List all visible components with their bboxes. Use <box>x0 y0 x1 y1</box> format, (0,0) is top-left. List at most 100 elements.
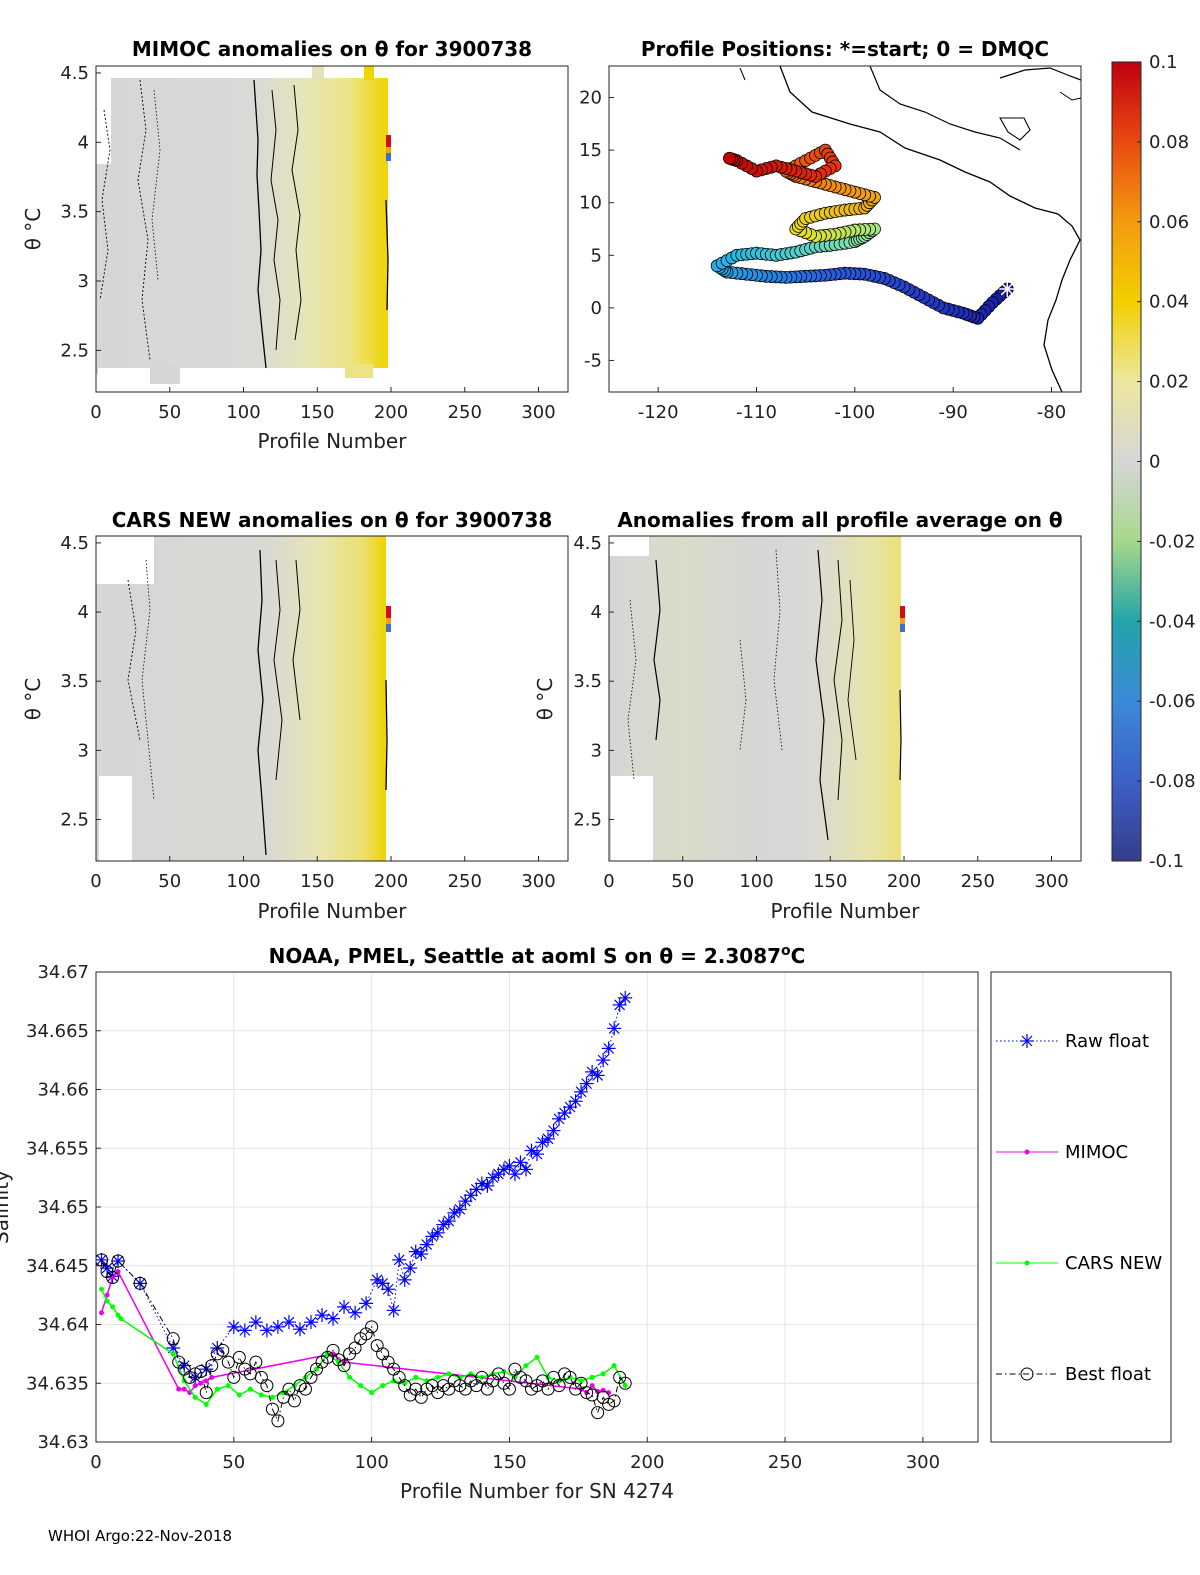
best-float-point <box>106 1271 120 1284</box>
legend-label: Raw float <box>1065 1031 1149 1052</box>
cars-y-ticks: 2.5 3 3.5 4 4.5 <box>60 533 101 831</box>
x-tick-label: 0 <box>90 871 101 892</box>
mimoc-ylabel: θ °C <box>21 208 45 251</box>
best-float-point <box>563 1370 577 1384</box>
y-tick-label: 34.635 <box>26 1373 89 1394</box>
allavg-title: Anomalies from all profile average on θ <box>617 508 1062 532</box>
x-tick-label: 50 <box>158 871 181 892</box>
y-tick-label: 34.66 <box>37 1080 89 1101</box>
positions-panel: Profile Positions: *=start; 0 = DMQC -12… <box>579 37 1082 423</box>
x-tick-label: 0 <box>90 1452 101 1473</box>
legend-star-icon <box>1020 1034 1034 1048</box>
coastline <box>739 66 1081 392</box>
raw-float-point <box>474 1176 489 1191</box>
salinity-xlabel: Profile Number for SN 4274 <box>400 1479 674 1503</box>
raw-float-point <box>226 1319 241 1334</box>
series-point <box>589 1383 595 1389</box>
x-tick-label: 300 <box>906 1452 940 1473</box>
x-tick-label: 100 <box>226 402 260 423</box>
best-float-point <box>188 1367 202 1381</box>
y-tick-label: 4 <box>78 132 89 153</box>
mimoc-y-ticks: 2.5 3 3.5 4 4.5 <box>60 63 101 361</box>
y-tick-label: 20 <box>579 88 602 109</box>
colorbar-tick-label: 0.08 <box>1149 132 1189 153</box>
salinity-y-ticks: 34.63 34.635 34.64 34.645 34.65 34.655 34.66 34… <box>26 962 101 1453</box>
best-float-point <box>618 1376 632 1390</box>
positions-title: Profile Positions: *=start; 0 = DMQC <box>641 37 1049 61</box>
x-tick-label: 200 <box>630 1452 664 1473</box>
raw-float-point <box>502 1158 517 1173</box>
x-tick-label: 100 <box>226 871 260 892</box>
salinity-title: NOAA, PMEL, Seattle at aoml S on θ = 2.3… <box>269 943 806 968</box>
y-tick-label: 34.665 <box>26 1021 89 1042</box>
y-tick-label: 34.655 <box>26 1138 89 1159</box>
raw-float-point <box>281 1315 296 1330</box>
series-point <box>104 1298 110 1304</box>
series-point <box>606 1390 612 1396</box>
x-tick-label: 0 <box>90 402 101 423</box>
raw-float-point <box>381 1282 396 1297</box>
colorbar-tick-label: 0.06 <box>1149 212 1189 233</box>
series-point <box>435 1374 441 1380</box>
positions-y-ticks: -5 0 5 10 15 20 <box>579 88 614 371</box>
legend: Raw float MIMOC CARS NEW Best float <box>990 971 1172 1443</box>
mimoc-title: MIMOC anomalies on θ for 3900738 <box>132 37 532 61</box>
y-tick-label: 3.5 <box>60 671 89 692</box>
best-float-point <box>232 1350 246 1364</box>
series-point <box>192 1394 198 1400</box>
series-point <box>198 1380 204 1386</box>
series-point <box>209 1374 215 1380</box>
x-tick-label: 50 <box>158 402 181 423</box>
cars-heatmap <box>96 536 391 861</box>
y-tick-label: 3 <box>78 271 89 292</box>
series-point <box>181 1386 187 1392</box>
allavg-heatmap <box>609 536 905 861</box>
legend-item: Raw float <box>996 1031 1149 1052</box>
raw-float-point <box>419 1237 434 1252</box>
raw-float-point <box>612 997 627 1012</box>
allavg-panel: Anomalies from all profile average on θ … <box>533 508 1082 923</box>
best-float-point <box>265 1402 279 1416</box>
y-tick-label: 3.5 <box>60 202 89 223</box>
salinity-series <box>96 990 633 1428</box>
x-tick-label: -100 <box>834 402 875 423</box>
raw-float-point <box>541 1131 556 1146</box>
best-float-point <box>111 1254 125 1268</box>
profile-position-marker <box>723 151 736 165</box>
x-tick-label: 200 <box>374 402 408 423</box>
x-tick-label: 300 <box>1034 871 1068 892</box>
best-float-point <box>552 1379 566 1393</box>
colorbar: 0.1 0.08 0.06 0.04 0.02 0 -0.02 -0.04 -0.06 -0.08… <box>1111 52 1196 872</box>
legend-label: MIMOC <box>1065 1142 1128 1163</box>
y-tick-label: -5 <box>584 350 602 371</box>
raw-float-point <box>348 1305 363 1320</box>
x-tick-label: 300 <box>521 402 555 423</box>
colorbar-tick-label: -0.08 <box>1149 771 1196 792</box>
cars-title: CARS NEW anomalies on θ for 3900738 <box>112 508 553 532</box>
y-tick-label: 2.5 <box>573 810 602 831</box>
raw-float-point <box>441 1214 456 1229</box>
series-point <box>176 1386 182 1392</box>
legend-label: CARS NEW <box>1065 1253 1162 1274</box>
raw-float-point <box>326 1311 341 1326</box>
raw-float-point <box>601 1041 616 1056</box>
raw-float-point <box>546 1123 561 1138</box>
x-tick-label: 150 <box>813 871 847 892</box>
y-tick-label: 5 <box>591 245 602 266</box>
raw-float-point <box>403 1261 418 1276</box>
series-point <box>236 1392 242 1398</box>
best-float-point <box>216 1343 230 1357</box>
colorbar-tick-label: 0.04 <box>1149 292 1189 313</box>
y-tick-label: 2.5 <box>60 810 89 831</box>
x-tick-label: 100 <box>739 871 773 892</box>
colorbar-tick-label: -0.02 <box>1149 531 1196 552</box>
series-point <box>446 1371 452 1377</box>
best-float-point <box>194 1365 208 1378</box>
y-tick-label: 4.5 <box>60 63 89 84</box>
y-tick-label: 34.65 <box>37 1197 89 1218</box>
best-float-point <box>205 1359 219 1373</box>
best-float-point <box>221 1355 235 1369</box>
x-tick-label: -120 <box>638 402 679 423</box>
mimoc-x-ticks: 0 50 100 150 200 250 300 <box>90 387 556 423</box>
